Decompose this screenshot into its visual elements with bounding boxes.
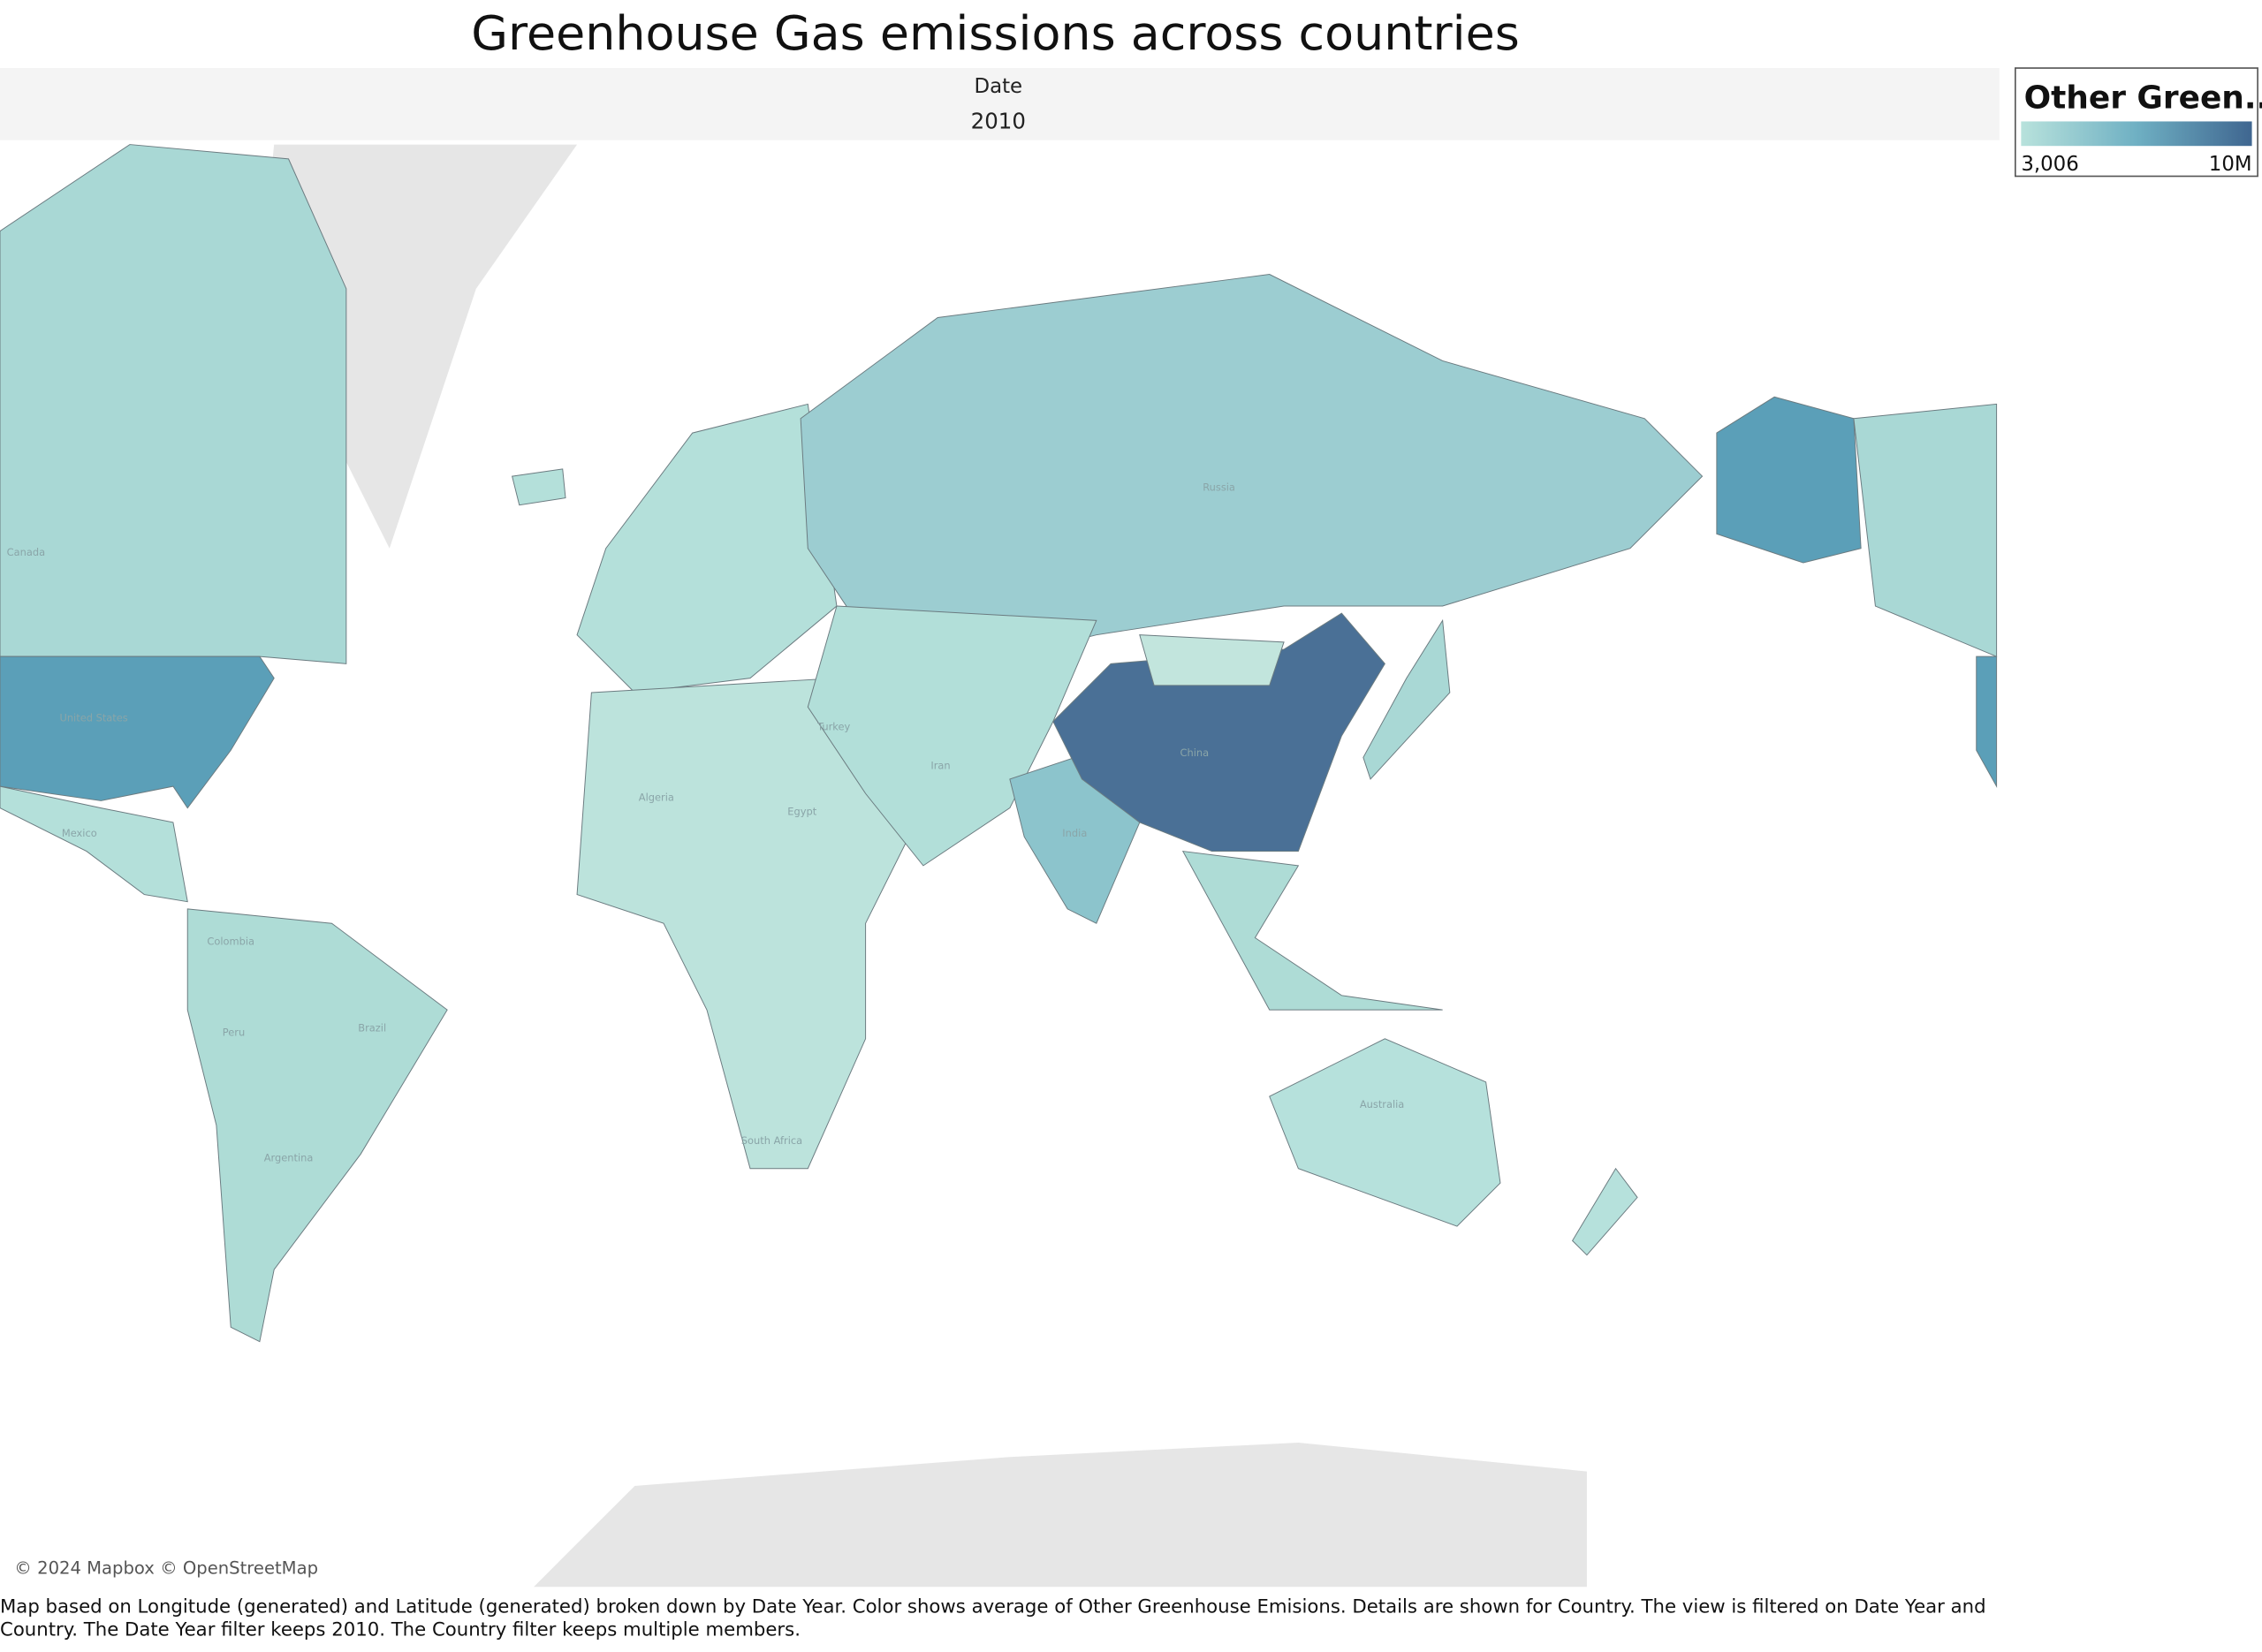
map-label: Egypt <box>787 806 816 818</box>
united-states[interactable] <box>0 655 275 809</box>
map-label: Canada <box>7 546 45 558</box>
legend-title: Other Green.. <box>2024 80 2262 117</box>
map-label: Brazil <box>358 1022 386 1034</box>
united-states-west[interactable] <box>1976 655 1998 788</box>
south-america[interactable] <box>186 908 448 1343</box>
map-label: Russia <box>1203 481 1235 493</box>
antarctica <box>534 1442 1587 1588</box>
filter-value[interactable]: 2010 <box>971 109 1026 134</box>
map-label: Turkey <box>816 720 850 732</box>
legend-max: 10M <box>2209 153 2252 176</box>
attribution: © 2024 Mapbox © OpenStreetMap <box>14 1558 318 1579</box>
iceland[interactable] <box>511 468 566 506</box>
australia[interactable] <box>1269 1038 1501 1227</box>
map-label: Colombia <box>207 936 254 948</box>
map-label: India <box>1062 827 1087 839</box>
map-label: Peru <box>223 1027 245 1039</box>
map-label: United States <box>59 712 127 724</box>
map-label: Iran <box>930 760 950 772</box>
legend-ramp <box>2021 121 2252 147</box>
map[interactable]: Canada United States Mexico Colombia Per… <box>0 144 1998 1588</box>
map-label: South Africa <box>741 1134 802 1147</box>
filter-label: Date <box>974 75 1022 98</box>
alaska[interactable] <box>1716 396 1862 564</box>
southeast-asia[interactable] <box>1181 850 1443 1011</box>
title: Greenhouse Gas emissions across countrie… <box>471 5 1520 61</box>
map-label: Algeria <box>639 791 674 803</box>
europe[interactable] <box>576 403 838 693</box>
mexico[interactable] <box>0 785 188 903</box>
japan[interactable] <box>1363 618 1451 780</box>
caption: Map based on Longitude (generated) and L… <box>0 1596 1986 1642</box>
map-label: Argentina <box>264 1152 314 1164</box>
legend-min: 3,006 <box>2021 153 2078 176</box>
map-label: China <box>1180 746 1210 759</box>
new-zealand[interactable] <box>1571 1167 1638 1256</box>
map-label: Australia <box>1360 1098 1404 1110</box>
middle-east[interactable] <box>807 605 1097 867</box>
canada-west[interactable] <box>1853 403 1998 657</box>
legend: Other Green.. 3,006 10M <box>2015 67 2262 178</box>
map-label: Mexico <box>62 827 97 839</box>
filter-band <box>0 68 2000 140</box>
caption-wrap: Map based on Longitude (generated) and L… <box>0 1596 1986 1642</box>
mongolia[interactable] <box>1139 634 1285 686</box>
canada[interactable] <box>0 144 347 664</box>
